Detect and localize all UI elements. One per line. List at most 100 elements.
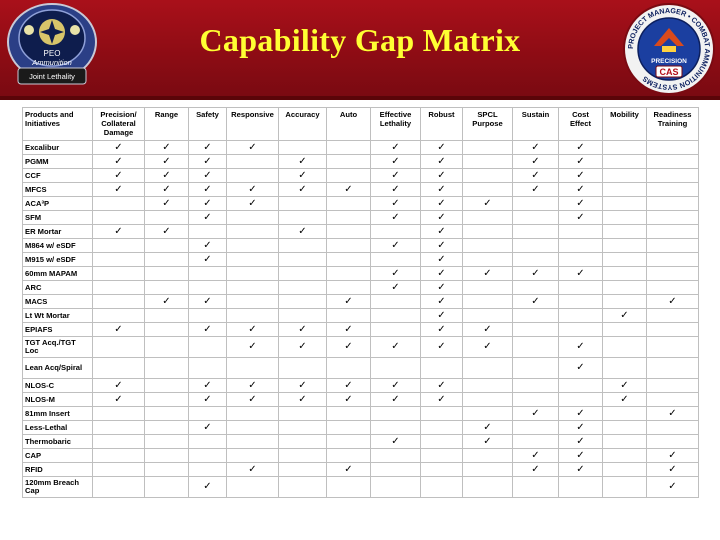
check-mark-icon: ✓: [92, 224, 145, 239]
check-mark-icon: ✓: [188, 252, 227, 267]
table-row: Lt Wt Mortar ✓ ✓: [22, 308, 699, 323]
check-mark-icon: ✓: [512, 462, 559, 477]
empty-cell: [602, 266, 647, 281]
empty-cell: [144, 266, 189, 281]
empty-cell: [326, 210, 371, 225]
empty-cell: [188, 336, 227, 358]
check-mark-icon: ✓: [226, 182, 279, 197]
check-mark-icon: ✓: [420, 168, 463, 183]
empty-cell: [646, 378, 699, 393]
empty-cell: [462, 238, 513, 253]
check-mark-icon: ✓: [420, 140, 463, 155]
check-mark-icon: ✓: [188, 210, 227, 225]
check-mark-icon: ✓: [326, 182, 371, 197]
empty-cell: [370, 294, 421, 309]
check-mark-icon: ✓: [188, 420, 227, 435]
check-mark-icon: ✓: [420, 392, 463, 407]
empty-cell: [144, 406, 189, 421]
empty-cell: [462, 154, 513, 169]
empty-cell: [512, 308, 559, 323]
table-row: SFM ✓ ✓ ✓ ✓: [22, 210, 699, 225]
check-mark-icon: ✓: [226, 336, 279, 358]
empty-cell: [462, 357, 513, 379]
check-mark-icon: ✓: [188, 392, 227, 407]
empty-cell: [602, 294, 647, 309]
table-row: CAP ✓ ✓ ✓: [22, 448, 699, 463]
check-mark-icon: ✓: [420, 308, 463, 323]
empty-cell: [326, 357, 371, 379]
logo-line-3: Joint Lethality: [29, 72, 75, 81]
empty-cell: [92, 210, 145, 225]
empty-cell: [512, 357, 559, 379]
logo-line-2: Ammunition: [31, 58, 72, 67]
page-title: Capability Gap Matrix: [199, 22, 521, 58]
header-banner: [0, 0, 720, 96]
check-mark-icon: ✓: [512, 448, 559, 463]
check-mark-icon: ✓: [188, 154, 227, 169]
check-mark-icon: ✓: [420, 280, 463, 295]
empty-cell: [226, 238, 279, 253]
empty-cell: [278, 357, 327, 379]
product-name: EPIAFS: [22, 322, 93, 337]
check-mark-icon: ✓: [602, 378, 647, 393]
table-row: EPIAFS ✓ ✓ ✓ ✓ ✓ ✓ ✓: [22, 322, 699, 337]
column-header: Robust: [420, 107, 463, 141]
empty-cell: [646, 168, 699, 183]
empty-cell: [144, 210, 189, 225]
empty-cell: [646, 280, 699, 295]
empty-cell: [602, 462, 647, 477]
empty-cell: [326, 280, 371, 295]
empty-cell: [92, 294, 145, 309]
empty-cell: [512, 210, 559, 225]
empty-cell: [226, 280, 279, 295]
empty-cell: [462, 308, 513, 323]
empty-cell: [278, 266, 327, 281]
empty-cell: [188, 448, 227, 463]
empty-cell: [420, 448, 463, 463]
empty-cell: [326, 448, 371, 463]
product-name: CAP: [22, 448, 93, 463]
column-header: Precision/ Collateral Damage: [92, 107, 145, 141]
empty-cell: [226, 476, 279, 498]
check-mark-icon: ✓: [512, 294, 559, 309]
empty-cell: [602, 476, 647, 498]
check-mark-icon: ✓: [420, 196, 463, 211]
empty-cell: [326, 476, 371, 498]
product-name: ACA³P: [22, 196, 93, 211]
empty-cell: [278, 448, 327, 463]
table-row: ER Mortar ✓ ✓ ✓ ✓: [22, 224, 699, 239]
check-mark-icon: ✓: [278, 168, 327, 183]
check-mark-icon: ✓: [420, 252, 463, 267]
empty-cell: [226, 308, 279, 323]
empty-cell: [326, 420, 371, 435]
empty-cell: [462, 392, 513, 407]
header-divider: [0, 96, 720, 100]
check-mark-icon: ✓: [420, 336, 463, 358]
empty-cell: [226, 448, 279, 463]
check-mark-icon: ✓: [278, 154, 327, 169]
check-mark-icon: ✓: [92, 392, 145, 407]
check-mark-icon: ✓: [558, 336, 603, 358]
check-mark-icon: ✓: [462, 434, 513, 449]
empty-cell: [512, 224, 559, 239]
check-mark-icon: ✓: [226, 322, 279, 337]
empty-cell: [462, 476, 513, 498]
check-mark-icon: ✓: [512, 140, 559, 155]
empty-cell: [144, 448, 189, 463]
empty-cell: [188, 406, 227, 421]
check-mark-icon: ✓: [188, 168, 227, 183]
empty-cell: [462, 462, 513, 477]
check-mark-icon: ✓: [462, 322, 513, 337]
product-name: ARC: [22, 280, 93, 295]
check-mark-icon: ✓: [420, 210, 463, 225]
check-mark-icon: ✓: [188, 378, 227, 393]
check-mark-icon: ✓: [558, 210, 603, 225]
empty-cell: [646, 322, 699, 337]
empty-cell: [420, 406, 463, 421]
table-row: CCF ✓ ✓ ✓ ✓ ✓ ✓ ✓ ✓: [22, 168, 699, 183]
empty-cell: [646, 336, 699, 358]
column-header: Sustain: [512, 107, 559, 141]
empty-cell: [420, 462, 463, 477]
empty-cell: [278, 252, 327, 267]
check-mark-icon: ✓: [420, 322, 463, 337]
